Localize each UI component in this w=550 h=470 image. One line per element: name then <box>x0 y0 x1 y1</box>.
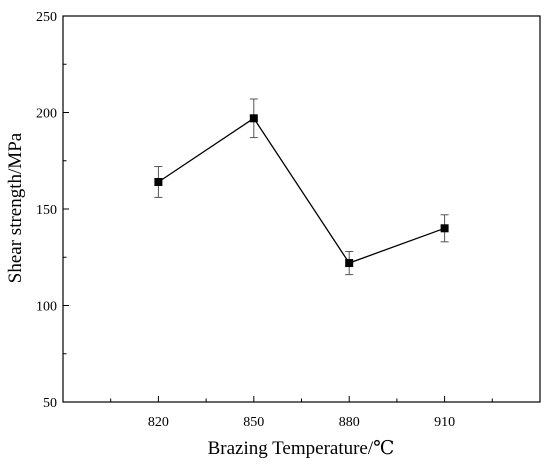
y-tick-label: 50 <box>43 396 57 411</box>
x-tick-label: 910 <box>434 415 455 430</box>
series-line <box>158 117 445 264</box>
x-tick-label: 880 <box>339 415 360 430</box>
x-axis-title: Brazing Temperature/℃ <box>208 438 395 459</box>
y-tick-label: 150 <box>36 203 57 218</box>
data-point-marker <box>345 259 354 268</box>
x-tick-label: 850 <box>243 415 264 430</box>
data-point-marker <box>440 224 449 233</box>
y-tick-label: 250 <box>36 10 57 25</box>
data-point-marker <box>249 114 258 123</box>
plot-frame <box>62 15 541 403</box>
x-tick-label: 820 <box>148 415 169 430</box>
y-tick-label: 200 <box>36 107 57 122</box>
y-axis-title: Shear strength/MPa <box>5 132 26 283</box>
y-tick-label: 100 <box>36 300 57 315</box>
data-point-marker <box>154 177 163 186</box>
